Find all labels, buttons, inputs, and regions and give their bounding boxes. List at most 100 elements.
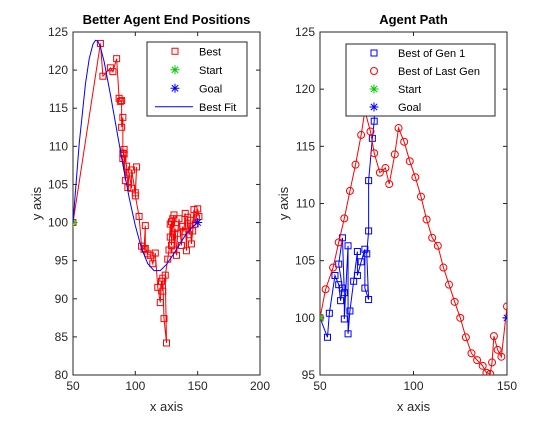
series-best-point	[166, 220, 174, 228]
series-best-of-last-gen-point	[329, 263, 338, 272]
series-best-of-gen-1-point	[337, 297, 345, 305]
series-best-of-gen-1-point	[344, 242, 352, 250]
series-best-of-last-gen-point	[357, 130, 366, 139]
legend-label: Goal	[398, 102, 421, 114]
chart-title: Better Agent End Positions	[83, 12, 251, 27]
series-best-point	[99, 72, 107, 80]
series-best-of-last-gen-point	[340, 214, 349, 223]
series-best-point	[170, 211, 178, 219]
x-axis-label: x axis	[397, 399, 431, 414]
series-best-point	[195, 212, 203, 220]
y-tick-label: 90	[55, 292, 69, 306]
x-tick-label: 200	[250, 379, 270, 393]
series-best-of-last-gen-point	[433, 241, 442, 250]
series-best-of-last-gen-point	[416, 192, 425, 201]
legend-item: Best of Last Gen	[370, 66, 480, 78]
series-best-point	[120, 145, 128, 153]
series-best-point	[140, 245, 148, 253]
series-best-of-last-gen-point	[439, 263, 448, 272]
series-best-point	[156, 299, 164, 307]
y-axis-label: y axis	[29, 186, 44, 220]
series-best-of-last-gen-point	[411, 173, 420, 182]
series-best-of-last-gen-point	[405, 157, 414, 166]
series-best-of-gen-1-point	[350, 277, 358, 285]
legend-swatch	[170, 83, 180, 93]
series-best-point	[165, 246, 173, 254]
series-best-point	[194, 205, 202, 213]
series-best-of-last-gen-point	[351, 160, 360, 169]
series-best-of-last-gen-point	[394, 124, 403, 133]
legend-label: Goal	[199, 83, 222, 95]
series-best-of-last-gen-point	[400, 137, 409, 146]
series-best-of-gen-1-line	[320, 48, 381, 338]
y-tick-label: 115	[296, 139, 315, 153]
series-best-of-last-gen-point	[345, 186, 354, 195]
series-goal	[502, 313, 507, 323]
series-best-of-last-gen-point	[321, 285, 330, 294]
series-best-of-gen-1-point	[323, 333, 331, 341]
series-best-point	[163, 339, 170, 347]
series-best-point	[154, 283, 162, 291]
series-best-of-gen-1-point	[370, 117, 378, 125]
series-best-point	[149, 260, 157, 268]
y-tick-label: 105	[48, 177, 68, 191]
series-layer	[320, 45, 507, 375]
series-best-of-last-gen-point	[390, 150, 399, 159]
legend-label: Start	[199, 65, 222, 77]
series-best-of-gen-1-point	[344, 330, 352, 338]
series-best-point	[141, 222, 149, 230]
legend-swatch	[369, 102, 379, 112]
series-best-of-gen-1-point	[361, 284, 369, 292]
series-best-of-gen-1-point	[331, 272, 339, 280]
series-best-point	[171, 225, 179, 233]
legend-swatch	[370, 49, 378, 57]
series-best-of-last-gen-point	[450, 297, 459, 306]
series-best-of-last-gen-point	[375, 168, 384, 177]
legend-item: Start	[170, 65, 222, 77]
legend-item: Best Fit	[155, 102, 236, 114]
y-tick-label: 105	[295, 254, 315, 268]
y-tick-label: 85	[55, 330, 69, 344]
y-tick-label: 115	[49, 101, 68, 115]
series-best-of-last-gen-point	[489, 332, 498, 341]
series-layer	[73, 39, 203, 347]
series-best-of-gen-1-point	[365, 296, 373, 304]
legend: Best Start Goal Best Fit	[146, 41, 248, 117]
series-best-of-gen-1-point	[335, 260, 343, 268]
x-axis-label: x axis	[150, 399, 184, 414]
series-best-point	[161, 271, 169, 279]
series-best-point	[118, 97, 126, 105]
legend-label: Best of Last Gen	[398, 66, 480, 78]
series-best-of-last-gen	[320, 106, 507, 375]
series-best-point	[167, 241, 175, 249]
chart-2: 50 100 150 95 100 105 110 115 120 125 Agent Path x …	[276, 12, 517, 414]
series-best-point	[113, 55, 121, 63]
series-best-of-last-gen-point	[482, 368, 491, 375]
series-best-of-last-gen-point	[385, 180, 394, 189]
x-tick-label: 50	[313, 379, 327, 393]
series-best-point	[116, 97, 124, 105]
series-best-of-last-gen-point	[493, 345, 502, 354]
series-best-of-last-gen-point	[334, 238, 343, 247]
series-best-point	[135, 212, 143, 220]
legend-item: Best	[171, 46, 221, 58]
series-best-of-last-gen-point	[461, 333, 470, 342]
y-tick-label: 120	[295, 82, 315, 96]
y-tick-label: 120	[48, 63, 68, 77]
legend-box	[146, 41, 248, 117]
series-best-of-last-gen-point	[428, 233, 437, 242]
y-axis-label: y axis	[276, 186, 291, 220]
legend-item: Start	[369, 84, 421, 96]
series-best-of-last-gen-point	[473, 356, 482, 365]
series-best-point	[190, 206, 198, 214]
legend: Best of Gen 1 Best of Last Gen Start Goal	[345, 43, 496, 117]
series-best-of-gen-1-point	[346, 307, 354, 315]
y-tick-label: 125	[295, 25, 315, 39]
legend-label: Start	[398, 84, 421, 96]
series-goal-point	[502, 313, 507, 323]
series-best	[73, 39, 203, 347]
series-best-of-last-gen-point	[478, 361, 487, 370]
series-best-of-gen-1-point	[361, 245, 369, 253]
series-best-of-last-gen-line	[320, 110, 507, 375]
y-tick-label: 110	[296, 197, 315, 211]
